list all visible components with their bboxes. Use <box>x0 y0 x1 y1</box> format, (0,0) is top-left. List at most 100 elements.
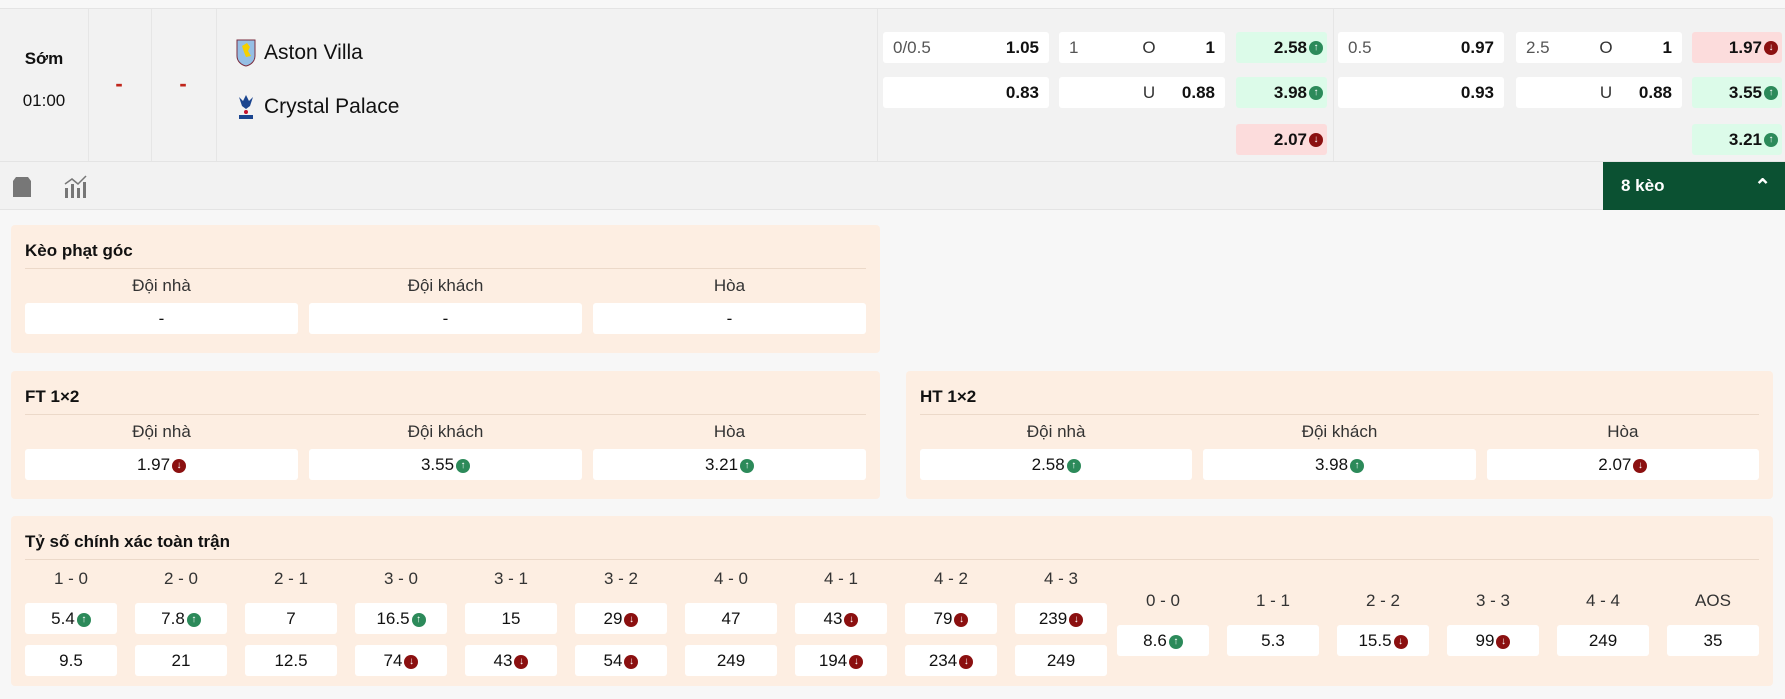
arrow-down-icon: ↓ <box>844 612 859 627</box>
odd-cell[interactable]: 7.8 ↑ <box>135 603 227 634</box>
odd-cell[interactable]: 1.97 ↓ <box>1692 32 1782 63</box>
score-label: 2 - 2 <box>1365 591 1401 610</box>
panel-title: Tỷ số chính xác toàn trận <box>25 516 1759 560</box>
odd-cell[interactable]: 29 ↓ <box>575 603 667 634</box>
odd-cell[interactable]: 21 <box>135 645 227 676</box>
over-under-cell[interactable]: U 0.88 <box>1516 77 1682 108</box>
odd-value: 79 <box>933 609 953 628</box>
odd-cell[interactable]: 2.58 ↑ <box>920 449 1193 480</box>
odd-value: 99 <box>1475 631 1495 650</box>
arrow-down-icon: ↓ <box>1309 132 1323 147</box>
exact-score-panel: Tỷ số chính xác toàn trận 1 - 0 2 - 0 2 - … <box>11 516 1773 686</box>
odd-cell[interactable]: 8.6 ↑ <box>1117 625 1209 656</box>
odds-column: Đội nhà 2.58 ↑ <box>920 415 1193 480</box>
arrow-down-icon: ↓ <box>624 654 639 669</box>
score-label: 1 - 1 <box>1255 591 1291 610</box>
shirt-icon[interactable] <box>12 176 32 198</box>
arrow-up-icon: ↑ <box>1168 634 1183 649</box>
odd-cell[interactable]: 5.3 <box>1227 625 1319 656</box>
odd-cell[interactable]: 239 ↓ <box>1015 603 1107 634</box>
odd-cell[interactable]: 3.98 ↑ <box>1236 77 1327 108</box>
handicap-odd: 1.05 <box>1005 37 1039 57</box>
odd-cell[interactable]: 249 <box>685 645 777 676</box>
odd-cell[interactable]: 9.5 <box>25 645 117 676</box>
odd-value: 43 <box>823 609 843 628</box>
odd-cell[interactable]: 234 ↓ <box>905 645 997 676</box>
column-header: Đội nhà <box>1026 422 1086 441</box>
odd-cell[interactable]: 3.55 ↑ <box>309 449 582 480</box>
crystal-palace-crest-icon <box>239 95 253 119</box>
odd-cell[interactable]: 3.21 ↑ <box>1692 124 1782 155</box>
odd-value: 239 <box>1038 609 1068 628</box>
arrow-up-icon: ↑ <box>1764 132 1778 147</box>
handicap-cell[interactable]: 0/0.5 1.05 <box>883 32 1049 63</box>
odd-cell[interactable]: 15 <box>465 603 557 634</box>
odd-cell[interactable]: 12.5 <box>245 645 337 676</box>
ou-odd: 1 <box>1662 37 1672 57</box>
odd-cell[interactable]: 2.58 ↑ <box>1236 32 1327 63</box>
odds-column: Đội khách 3.98 ↑ <box>1203 415 1476 480</box>
handicap-odd: 0.93 <box>1460 82 1494 102</box>
home-team[interactable]: Aston Villa <box>236 39 363 67</box>
odd-value: 249 <box>1588 631 1618 650</box>
odd-value: - <box>158 309 165 328</box>
over-under-cell[interactable]: 1 O 1 <box>1059 32 1225 63</box>
odd-cell[interactable]: 1.97 ↓ <box>25 449 298 480</box>
odd-cell[interactable]: - <box>25 303 298 334</box>
ou-line: 2.5 <box>1526 37 1550 57</box>
score-label: AOS <box>1695 591 1731 610</box>
more-odds-button[interactable]: 8 kèo ⌃ <box>1603 162 1785 210</box>
odd-cell[interactable]: 35 <box>1667 625 1759 656</box>
odd-cell[interactable]: 249 <box>1015 645 1107 676</box>
odd-value: 2.58 <box>1031 455 1065 474</box>
ou-odd: 1 <box>1205 37 1215 57</box>
odd-value: 15.5 <box>1358 631 1392 650</box>
ou-side: U <box>1142 82 1156 102</box>
odd-value: 7 <box>286 609 296 628</box>
odd-cell[interactable]: 2.07 ↓ <box>1236 124 1327 155</box>
handicap-cell[interactable]: 0.83 <box>883 77 1049 108</box>
odd-value: 12.5 <box>274 651 308 670</box>
handicap-line: 0.5 <box>1348 37 1372 57</box>
odd-cell[interactable]: 99 ↓ <box>1447 625 1539 656</box>
odd-cell[interactable]: 3.21 ↑ <box>593 449 866 480</box>
ht-1x2-panel: HT 1×2 Đội nhà 2.58 ↑ Đội khách 3.98 ↑ Hòa 2.07… <box>906 371 1773 499</box>
handicap-cell[interactable]: 0.5 0.97 <box>1338 32 1504 63</box>
odd-cell[interactable]: 3.98 ↑ <box>1203 449 1476 480</box>
odd-cell[interactable]: 43 ↓ <box>465 645 557 676</box>
column-header: Hòa <box>1607 422 1639 441</box>
odd-cell[interactable]: 5.4 ↑ <box>25 603 117 634</box>
over-under-cell[interactable]: 2.5 O 1 <box>1516 32 1682 63</box>
arrow-up-icon: ↑ <box>1066 458 1081 473</box>
odd-cell[interactable]: 249 <box>1557 625 1649 656</box>
stats-chart-icon[interactable] <box>63 174 89 200</box>
odd-cell[interactable]: 54 ↓ <box>575 645 667 676</box>
odd-cell[interactable]: 74 ↓ <box>355 645 447 676</box>
over-under-cell[interactable]: U 0.88 <box>1059 77 1225 108</box>
column-header: Đội khách <box>1301 422 1378 441</box>
odd-value: 3.55 <box>1728 82 1762 102</box>
odd-value: 3.21 <box>1728 129 1762 149</box>
score-label: 4 - 3 <box>1043 569 1079 588</box>
arrow-down-icon: ↓ <box>624 612 639 627</box>
score-label: 3 - 0 <box>383 569 419 588</box>
column-header: Đội khách <box>407 422 484 441</box>
odd-cell[interactable]: 47 <box>685 603 777 634</box>
handicap-cell[interactable]: 0.93 <box>1338 77 1504 108</box>
away-team[interactable]: Crystal Palace <box>236 93 399 121</box>
odd-value: 21 <box>171 651 191 670</box>
odd-cell[interactable]: - <box>593 303 866 334</box>
aston-villa-crest-icon <box>236 39 256 67</box>
ft-1x2-panel: FT 1×2 Đội nhà 1.97 ↓ Đội khách 3.55 ↑ Hòa 3.21… <box>11 371 880 499</box>
odd-cell[interactable]: 7 <box>245 603 337 634</box>
odd-cell[interactable]: 2.07 ↓ <box>1486 449 1759 480</box>
odd-cell[interactable]: 43 ↓ <box>795 603 887 634</box>
odd-value: 8.6 <box>1143 631 1167 650</box>
odd-cell[interactable]: 79 ↓ <box>905 603 997 634</box>
odd-cell[interactable]: 16.5 ↑ <box>355 603 447 634</box>
odd-cell[interactable]: - <box>309 303 582 334</box>
odd-cell[interactable]: 3.55 ↑ <box>1692 77 1782 108</box>
odd-cell[interactable]: 194 ↓ <box>795 645 887 676</box>
odd-cell[interactable]: 15.5 ↓ <box>1337 625 1429 656</box>
column-header: Hòa <box>713 422 746 441</box>
